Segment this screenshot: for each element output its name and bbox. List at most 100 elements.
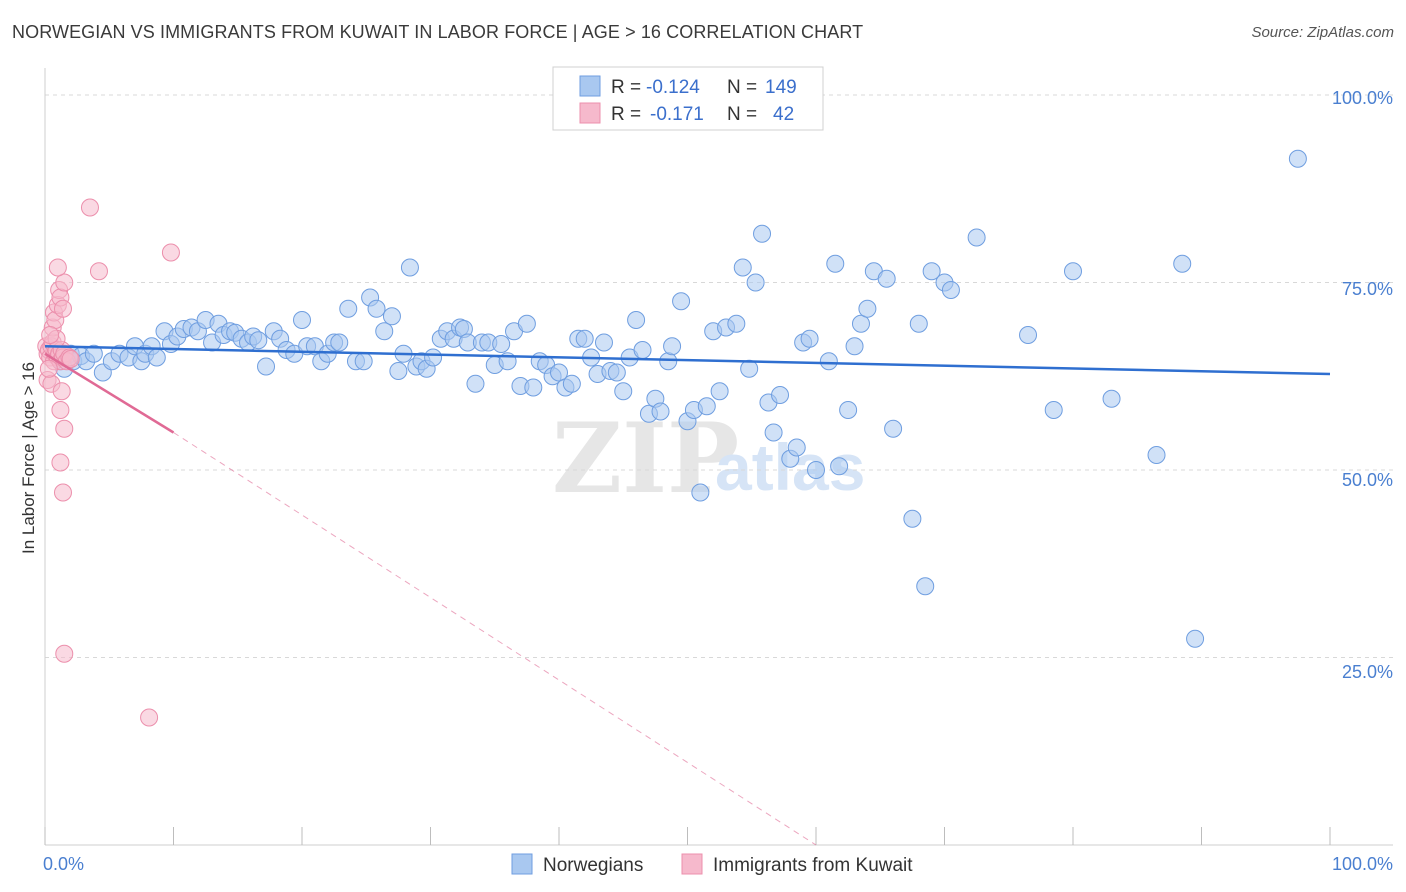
norwegians-point-110 xyxy=(764,423,783,442)
norwegians-point-108 xyxy=(753,224,772,243)
trend-lines xyxy=(44,345,1331,846)
norwegians-point-84 xyxy=(594,333,613,352)
norwegians-point-121 xyxy=(845,337,864,356)
norwegians-point-120 xyxy=(839,401,858,419)
norwegians-point-133 xyxy=(967,228,986,247)
norwegians-point-130 xyxy=(922,262,941,281)
norwegians-point-77 xyxy=(550,363,568,382)
legend-n-label-2: N = xyxy=(727,104,757,125)
norwegians-point-51 xyxy=(389,362,408,380)
norwegians-point-99 xyxy=(691,483,710,502)
legend-swatch-norwegians xyxy=(579,75,601,97)
norwegians-point-86 xyxy=(607,363,626,382)
kuwait-point-29 xyxy=(51,401,70,419)
norwegians-point-44 xyxy=(339,299,358,318)
legend-swatch-kuwait xyxy=(579,102,601,124)
legend-n-value-2: 42 xyxy=(773,104,794,125)
legend-r-value-2: -0.171 xyxy=(650,104,704,125)
norwegians-point-57 xyxy=(424,348,443,367)
norwegians-trend-line xyxy=(44,345,1331,376)
norwegians-point-138 xyxy=(1147,446,1166,464)
norwegians-point-127 xyxy=(903,509,922,528)
norwegians-point-96 xyxy=(672,292,691,311)
kuwait-point-27 xyxy=(53,299,72,318)
norwegians-point-104 xyxy=(727,314,746,333)
kuwait-point-17 xyxy=(61,350,80,368)
kuwait-point-31 xyxy=(55,419,74,438)
norwegians-point-46 xyxy=(354,352,373,371)
norwegians-point-90 xyxy=(633,341,652,359)
y-axis-label: In Labor Force | Age > 16 xyxy=(19,362,38,554)
norwegians-point-72 xyxy=(517,314,536,333)
norwegians-points xyxy=(51,149,1307,648)
norwegians-point-94 xyxy=(659,352,678,371)
norwegians-point-129 xyxy=(916,577,935,596)
norwegians-point-111 xyxy=(771,386,790,404)
norwegians-point-107 xyxy=(746,273,765,292)
norwegians-point-93 xyxy=(651,402,670,421)
legend-n-value-1: 149 xyxy=(765,77,797,98)
kuwait-points xyxy=(37,198,180,727)
norwegians-point-64 xyxy=(466,374,485,393)
norwegians-point-140 xyxy=(1186,629,1205,648)
legend-r-label-2: R = xyxy=(611,104,641,125)
kuwait-point-41 xyxy=(41,326,60,344)
x-tick-100: 100.0% xyxy=(1332,854,1393,874)
norwegians-point-102 xyxy=(710,382,729,401)
y-tick-25: 25.0% xyxy=(1342,662,1393,682)
norwegians-point-31 xyxy=(249,331,268,350)
kuwait-point-34 xyxy=(55,644,74,663)
norwegians-point-126 xyxy=(884,419,903,438)
norwegians-point-116 xyxy=(807,461,825,479)
grid-lines xyxy=(45,94,1393,658)
norwegians-point-113 xyxy=(787,438,806,457)
norwegians-point-43 xyxy=(330,333,349,352)
y-tick-100: 100.0% xyxy=(1332,88,1393,108)
correlation-legend: R = -0.124 N = 149 R = -0.171 N = 42 xyxy=(552,66,824,131)
norwegians-point-37 xyxy=(293,311,311,329)
norwegians-point-15 xyxy=(147,348,166,367)
y-tick-75: 75.0% xyxy=(1342,279,1393,299)
norwegians-point-122 xyxy=(851,314,870,333)
norwegians-point-32 xyxy=(257,357,276,376)
kuwait-point-30 xyxy=(52,382,71,401)
norwegians-point-132 xyxy=(941,281,960,299)
norwegians-point-135 xyxy=(1044,401,1063,419)
kuwait-point-33 xyxy=(53,483,72,502)
axes xyxy=(44,68,1393,846)
kuwait-point-35 xyxy=(80,198,99,217)
norwegians-point-125 xyxy=(877,269,896,288)
kuwait-point-32 xyxy=(51,453,70,472)
legend-r-label-1: R = xyxy=(611,77,641,98)
norwegians-point-137 xyxy=(1102,389,1121,408)
chart-title: NORWEGIAN VS IMMIGRANTS FROM KUWAIT IN L… xyxy=(12,22,864,42)
x-tick-0: 0.0% xyxy=(43,854,84,874)
source-label: Source: ZipAtlas.com xyxy=(1251,24,1394,41)
norwegians-point-128 xyxy=(909,314,928,333)
legend-n-label-1: N = xyxy=(727,77,757,98)
norwegians-point-68 xyxy=(492,335,511,353)
kuwait-trend-line xyxy=(44,352,175,434)
norwegians-point-118 xyxy=(826,254,845,273)
norwegians-point-73 xyxy=(524,378,543,397)
norwegians-point-81 xyxy=(575,329,594,348)
norwegians-point-48 xyxy=(367,299,386,318)
bottom-legend-kuwait: Immigrants from Kuwait xyxy=(713,855,913,876)
norwegians-point-141 xyxy=(1288,149,1307,168)
series-legend: Norwegians Immigrants from Kuwait xyxy=(511,853,913,876)
kuwait-point-37 xyxy=(161,243,180,262)
norwegians-point-123 xyxy=(858,299,877,318)
norwegians-point-49 xyxy=(375,322,394,341)
bottom-legend-norwegians: Norwegians xyxy=(543,855,643,876)
norwegians-point-95 xyxy=(663,337,682,356)
norwegians-point-79 xyxy=(562,374,581,393)
norwegians-point-89 xyxy=(627,311,646,329)
norwegians-point-50 xyxy=(382,307,401,326)
bottom-swatch-norwegians xyxy=(511,853,533,875)
y-tick-50: 50.0% xyxy=(1342,470,1393,490)
norwegians-point-119 xyxy=(830,457,849,476)
norwegians-point-134 xyxy=(1019,326,1038,344)
norwegians-point-117 xyxy=(819,352,838,371)
kuwait-point-28 xyxy=(48,258,67,277)
